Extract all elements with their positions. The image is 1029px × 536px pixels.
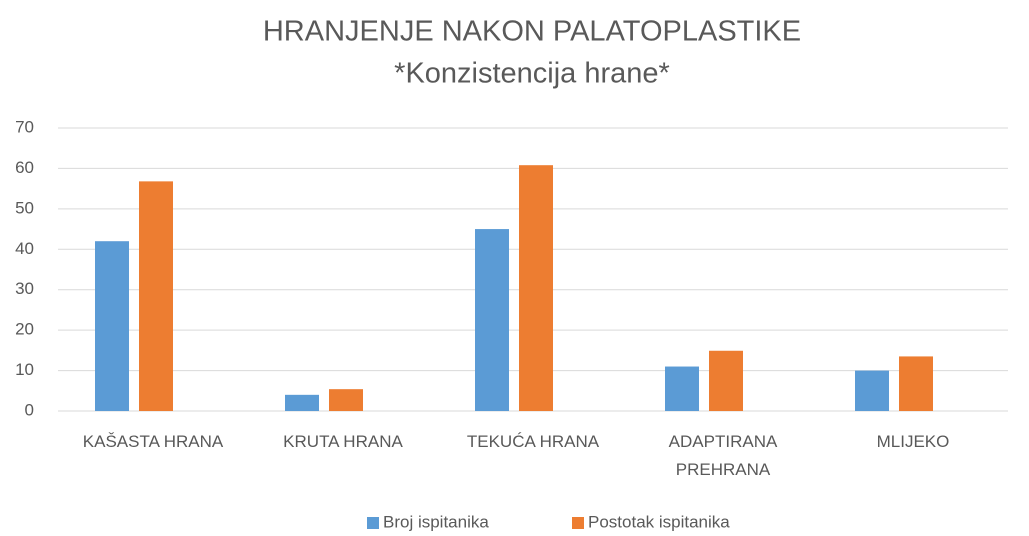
bar	[95, 241, 129, 411]
y-tick-label: 10	[15, 360, 34, 379]
bar	[285, 394, 319, 411]
y-tick-label: 30	[15, 279, 34, 298]
x-tick-label: KAŠASTA HRANA	[82, 432, 224, 451]
y-tick-label: 0	[25, 400, 34, 419]
bar	[855, 370, 889, 411]
bar	[139, 181, 173, 411]
bar	[665, 366, 699, 411]
legend-label: Broj ispitanika	[383, 512, 489, 531]
y-tick-label: 50	[15, 198, 34, 217]
y-tick-label: 40	[15, 239, 34, 258]
x-tick-label: TEKUĆA HRANA	[466, 432, 600, 451]
y-tick-label: 20	[15, 320, 34, 339]
chart-subtitle: *Konzistencija hrane*	[394, 58, 670, 90]
bar	[709, 350, 743, 411]
bar	[519, 165, 553, 411]
bar	[475, 229, 509, 411]
x-tick-label: KRUTA HRANA	[283, 432, 403, 451]
y-tick-label: 60	[15, 158, 34, 177]
bar	[329, 389, 363, 411]
legend-swatch	[572, 517, 584, 529]
bar	[899, 356, 933, 411]
x-tick-label: MLIJEKO	[876, 432, 950, 451]
x-tick-label: ADAPTIRANA PREHRANA	[668, 432, 778, 479]
legend-label: Postotak ispitanika	[588, 512, 730, 531]
chart-title: HRANJENJE NAKON PALATOPLASTIKE	[263, 16, 801, 48]
y-tick-label: 70	[15, 117, 34, 136]
legend-swatch	[367, 517, 379, 529]
